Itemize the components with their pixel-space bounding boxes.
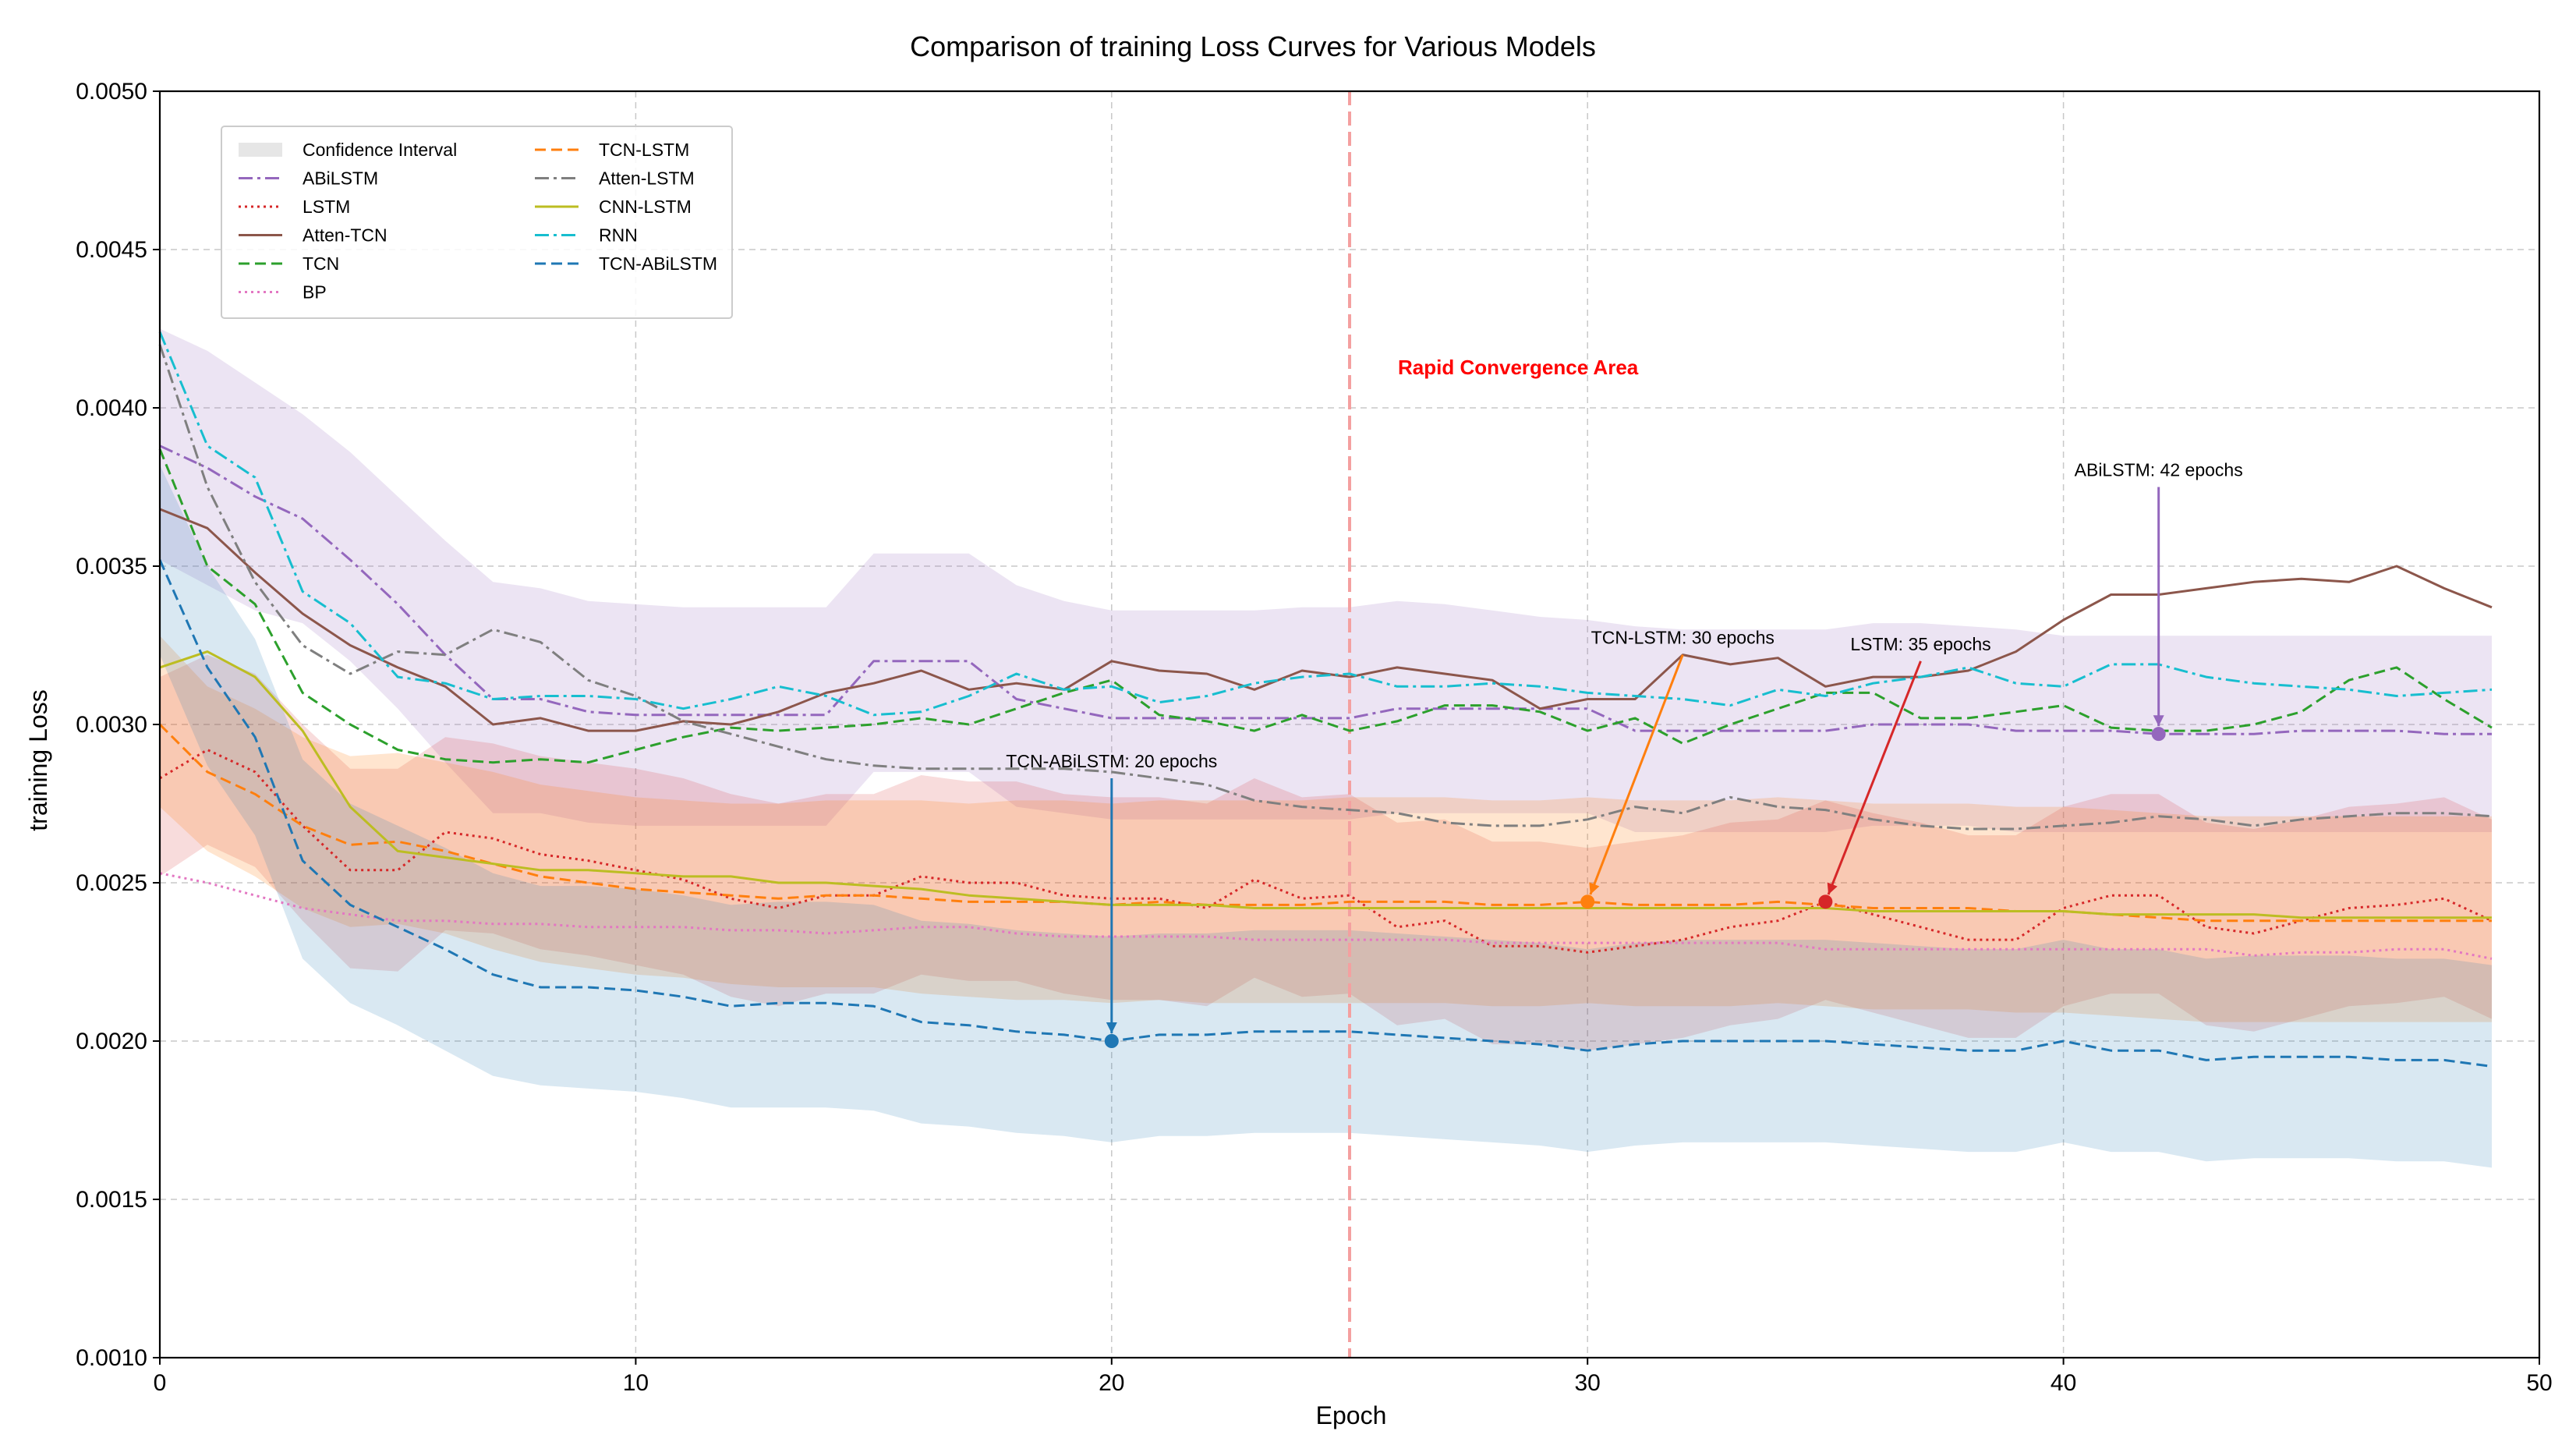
lstm-annotation-text: LSTM: 35 epochs [1850, 634, 1990, 654]
abilstm-line [159, 445, 2492, 735]
abilstm-confidence-band [160, 328, 2492, 832]
legend-label-cnn-lstm: CNN-LSTM [599, 197, 692, 217]
tcn-line [158, 448, 2493, 764]
tcn-abilstm-line [158, 559, 2493, 1068]
x-tick-label: 30 [1575, 1370, 1601, 1396]
x-axis-label: Epoch [1316, 1401, 1387, 1429]
tcn-abilstm-annotation-text: TCN-ABiLSTM: 20 epochs [1006, 751, 1217, 771]
tcn-lstm-annotation-arrowhead [1589, 882, 1600, 894]
x-tick-label: 40 [2051, 1370, 2076, 1396]
atten-lstm-line [158, 344, 2493, 831]
lstm-annotation-arrow [1827, 661, 1922, 895]
lstm-annotation-arrowhead [1827, 882, 1838, 895]
chart-title: Comparison of training Loss Curves for V… [910, 30, 1596, 62]
series-lines [158, 331, 2493, 1068]
abilstm-annotation-arrowhead [2153, 715, 2164, 727]
y-tick-label: 0.0045 [76, 237, 147, 263]
tcn-abilstm-annotation-point [1104, 1034, 1119, 1048]
legend-swatch-confidence-interval [239, 143, 282, 157]
cnn-lstm-line [159, 650, 2492, 919]
y-tick-label: 0.0050 [76, 79, 147, 104]
x-tick-label: 50 [2526, 1370, 2552, 1396]
legend-label-atten-tcn: Atten-TCN [303, 225, 387, 246]
bp-line [159, 872, 2493, 960]
rapid-convergence-label: Rapid Convergence Area [1398, 356, 1639, 379]
annotations: TCN-ABiLSTM: 20 epochs TCN-LSTM: 30 epoch… [1006, 460, 2243, 1048]
x-tick-label: 20 [1099, 1370, 1124, 1396]
confidence-bands [160, 328, 2492, 1168]
legend-label-lstm: LSTM [303, 197, 350, 217]
legend-label-tcn: TCN [303, 253, 339, 274]
y-tick-label: 0.0030 [76, 712, 147, 738]
y-tick-label: 0.0040 [76, 395, 147, 421]
atten-tcn-line [159, 508, 2493, 732]
legend-label-bp: BP [303, 282, 327, 303]
tcn-lstm-annotation-point [1580, 894, 1595, 909]
y-axis-label: training Loss [24, 689, 52, 831]
rnn-line [158, 331, 2493, 717]
lstm-annotation-point [1818, 894, 1833, 909]
legend-label-confidence-interval: Confidence Interval [303, 140, 457, 160]
y-tick-label: 0.0015 [76, 1187, 147, 1213]
lstm-confidence-band [160, 654, 2492, 1051]
axis-ticks: 0 10 20 30 40 50 0.0010 0.0015 0.0020 0.0025 0.003… [76, 79, 2552, 1396]
legend-label-tcn-abilstm: TCN-ABiLSTM [599, 253, 717, 274]
tcn-abilstm-confidence-band [160, 465, 2492, 1168]
legend: Confidence Interval ABiLSTM LSTM Atten-TCN T… [221, 126, 733, 319]
tcn-lstm-confidence-band [160, 636, 2492, 1022]
legend-box [221, 126, 733, 319]
y-tick-label: 0.0035 [76, 554, 147, 579]
legend-label-abilstm: ABiLSTM [303, 168, 378, 189]
tcn-abilstm-annotation-arrowhead [1106, 1022, 1117, 1033]
y-tick-label: 0.0010 [76, 1345, 147, 1371]
y-tick-label: 0.0020 [76, 1029, 147, 1054]
legend-label-atten-lstm: Atten-LSTM [599, 168, 695, 189]
abilstm-annotation-point [2151, 727, 2166, 742]
x-tick-label: 10 [623, 1370, 649, 1396]
abilstm-annotation-text: ABiLSTM: 42 epochs [2075, 460, 2243, 480]
legend-label-tcn-lstm: TCN-LSTM [599, 140, 689, 160]
x-tick-label: 0 [154, 1370, 167, 1396]
tcn-lstm-annotation-arrow [1589, 654, 1684, 895]
legend-label-rnn: RNN [599, 225, 638, 246]
tcn-lstm-annotation-text: TCN-LSTM: 30 epochs [1591, 628, 1775, 648]
y-tick-label: 0.0025 [76, 870, 147, 896]
